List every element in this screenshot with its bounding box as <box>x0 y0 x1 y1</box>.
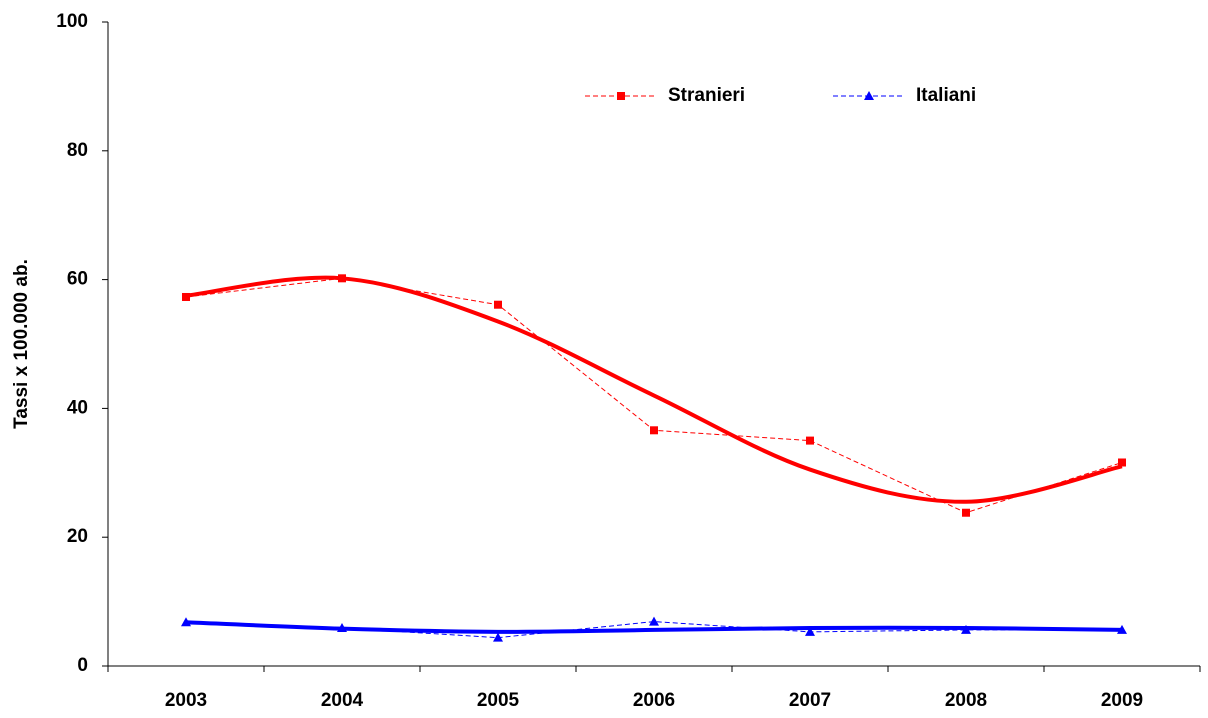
y-tick-label: 20 <box>67 526 88 547</box>
x-tick-label: 2003 <box>165 690 207 711</box>
data-point <box>805 626 815 636</box>
data-point <box>650 426 658 435</box>
x-tick-label: 2009 <box>1101 690 1143 711</box>
data-point <box>1118 458 1126 467</box>
x-tick-label: 2006 <box>633 690 675 711</box>
legend-label: Stranieri <box>668 85 745 106</box>
x-tick-label: 2004 <box>321 690 364 711</box>
data-point <box>494 300 502 309</box>
y-tick-label: 80 <box>67 140 88 161</box>
trend-line <box>185 275 1123 504</box>
legend-label: Italiani <box>916 85 976 106</box>
data-point <box>962 508 970 517</box>
data-point <box>182 292 190 301</box>
x-tick-label: 2007 <box>789 690 831 711</box>
x-tick-label: 2008 <box>945 690 987 711</box>
data-point <box>1117 624 1127 634</box>
data-point <box>649 616 659 626</box>
y-tick-label: 100 <box>56 11 88 32</box>
y-tick-label: 60 <box>67 269 88 290</box>
data-point <box>338 274 346 283</box>
data-point <box>493 632 503 642</box>
data-point <box>337 623 347 633</box>
data-point <box>961 624 971 634</box>
data-point <box>806 436 814 445</box>
y-tick-label: 0 <box>77 655 88 676</box>
y-tick-label: 40 <box>67 397 88 418</box>
data-point <box>181 617 191 627</box>
y-axis-label: Tassi x 100.000 ab. <box>11 259 32 429</box>
legend-marker <box>617 92 625 100</box>
legend-marker <box>864 91 874 100</box>
x-tick-label: 2005 <box>477 690 520 711</box>
